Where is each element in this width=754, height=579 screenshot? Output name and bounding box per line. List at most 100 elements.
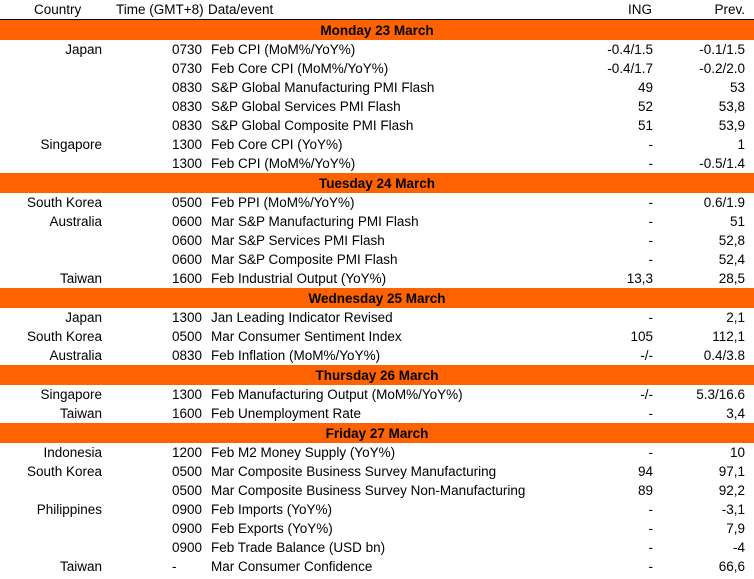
- day-header: Thursday 26 March: [0, 365, 754, 385]
- table-row: Taiwan 1600 Feb Industrial Output (YoY%) 13…: [0, 269, 754, 288]
- time-cell: 0600: [172, 252, 203, 267]
- time-cell: 1600: [172, 406, 203, 421]
- day-header: Monday 23 March: [0, 20, 754, 40]
- country-cell: Japan: [65, 310, 102, 325]
- time-cell: 1300: [172, 156, 203, 171]
- event-cell: Feb Industrial Output (YoY%): [211, 271, 387, 286]
- ing-forecast-cell: -: [648, 310, 654, 325]
- country-cell: Singapore: [40, 387, 102, 402]
- table-row: Australia 0600 Mar S&P Manufacturing PMI F…: [0, 212, 754, 231]
- country-cell: Taiwan: [59, 271, 102, 286]
- ing-forecast-cell: -: [648, 214, 654, 229]
- table-row: 0600 Mar S&P Composite PMI Flash - 52,4: [0, 250, 754, 269]
- ing-forecast-cell: -: [648, 195, 654, 210]
- event-cell: Feb Exports (YoY%): [211, 521, 333, 536]
- event-cell: S&P Global Composite PMI Flash: [211, 118, 414, 133]
- event-cell: S&P Global Manufacturing PMI Flash: [211, 80, 435, 95]
- previous-value-cell: -3,1: [721, 502, 745, 517]
- event-cell: Mar Consumer Confidence: [211, 559, 373, 574]
- event-cell: Feb Inflation (MoM%/YoY%): [211, 348, 381, 363]
- ing-forecast-cell: -: [648, 559, 654, 574]
- previous-value-cell: -0.1/1.5: [699, 42, 745, 57]
- country-cell: Taiwan: [59, 559, 102, 574]
- country-cell: South Korea: [26, 195, 102, 210]
- table-row: 0900 Feb Trade Balance (USD bn) - -4: [0, 538, 754, 557]
- time-cell: 0900: [172, 521, 203, 536]
- time-cell: 0900: [172, 540, 203, 555]
- day-header: Wednesday 25 March: [0, 288, 754, 308]
- table-row: Philippines 0900 Feb Imports (YoY%) - -3,1: [0, 500, 754, 519]
- table-row: South Korea 0500 Feb PPI (MoM%/YoY%) - 0.6/1…: [0, 193, 754, 212]
- table-row: 0830 S&P Global Composite PMI Flash 51 53,9: [0, 116, 754, 135]
- country-cell: South Korea: [26, 329, 102, 344]
- previous-value-cell: 1: [737, 137, 745, 152]
- table-row: Singapore 1300 Feb Manufacturing Output (M…: [0, 385, 754, 404]
- table-row: Japan 0730 Feb CPI (MoM%/YoY%) -0.4/1.5 -0.1…: [0, 40, 754, 59]
- time-cell: 1300: [172, 387, 203, 402]
- event-cell: Mar Composite Business Survey Manufactur…: [211, 464, 497, 479]
- table-row: 0730 Feb Core CPI (MoM%/YoY%) -0.4/1.7 -0.2…: [0, 59, 754, 78]
- event-cell: Feb CPI (MoM%/YoY%): [211, 156, 356, 171]
- ing-forecast-cell: -: [648, 156, 654, 171]
- country-cell: South Korea: [26, 464, 102, 479]
- table-body: Monday 23 March Japan 0730 Feb CPI (MoM%/Yo…: [0, 20, 754, 576]
- previous-value-cell: -0.5/1.4: [699, 156, 745, 171]
- event-cell: Feb Manufacturing Output (MoM%/YoY%): [211, 387, 463, 402]
- previous-value-cell: 5.3/16.6: [696, 387, 745, 402]
- table-row: Indonesia 1200 Feb M2 Money Supply (YoY%) -…: [0, 443, 754, 462]
- previous-value-cell: 3,4: [726, 406, 745, 421]
- ing-forecast-cell: 51: [637, 118, 653, 133]
- table-row: 0830 S&P Global Manufacturing PMI Flash 49…: [0, 78, 754, 97]
- time-cell: 0500: [172, 195, 203, 210]
- ing-forecast-cell: 89: [637, 483, 653, 498]
- ing-forecast-cell: 105: [630, 329, 653, 344]
- ing-forecast-cell: -: [648, 233, 654, 248]
- event-cell: Feb Unemployment Rate: [211, 406, 362, 421]
- event-cell: Feb Trade Balance (USD bn): [211, 540, 386, 555]
- table-row: Taiwan - Mar Consumer Confidence - 66,6: [0, 557, 754, 576]
- ing-forecast-cell: -0.4/1.5: [607, 42, 653, 57]
- event-cell: Mar S&P Composite PMI Flash: [211, 252, 398, 267]
- table-row: South Korea 0500 Mar Consumer Sentiment In…: [0, 327, 754, 346]
- ing-forecast-cell: -: [648, 502, 654, 517]
- previous-value-cell: 10: [729, 445, 745, 460]
- time-cell: 0900: [172, 502, 203, 517]
- previous-value-cell: 7,9: [726, 521, 745, 536]
- time-cell: 0500: [172, 464, 203, 479]
- previous-value-cell: 0.6/1.9: [703, 195, 745, 210]
- time-cell: 0830: [172, 99, 203, 114]
- event-cell: Feb CPI (MoM%/YoY%): [211, 42, 356, 57]
- previous-value-cell: 28,5: [718, 271, 745, 286]
- previous-value-cell: 66,6: [718, 559, 745, 574]
- previous-value-cell: 112,1: [712, 329, 745, 344]
- ing-forecast-cell: -: [648, 137, 654, 152]
- ing-forecast-cell: 94: [637, 464, 653, 479]
- time-cell: 0500: [172, 329, 203, 344]
- ing-forecast-cell: -0.4/1.7: [607, 61, 653, 76]
- table-row: Taiwan 1600 Feb Unemployment Rate - 3,4: [0, 404, 754, 423]
- event-cell: Mar S&P Manufacturing PMI Flash: [211, 214, 419, 229]
- ing-forecast-cell: -: [648, 406, 654, 421]
- table-row: Japan 1300 Jan Leading Indicator Revised - 2…: [0, 308, 754, 327]
- country-cell: Philippines: [36, 502, 102, 517]
- table-row: 1300 Feb CPI (MoM%/YoY%) - -0.5/1.4: [0, 154, 754, 173]
- table-row: 0500 Mar Composite Business Survey Non-Ma…: [0, 481, 754, 500]
- time-cell: 0730: [172, 42, 203, 57]
- time-cell: 0600: [172, 214, 203, 229]
- event-cell: Mar Consumer Sentiment Index: [211, 329, 402, 344]
- table-row: 0600 Mar S&P Services PMI Flash - 52,8: [0, 231, 754, 250]
- ing-forecast-cell: -/-: [640, 387, 653, 402]
- header-event: Data/event: [208, 2, 274, 17]
- ing-forecast-cell: -/-: [640, 348, 653, 363]
- previous-value-cell: 92,2: [718, 483, 745, 498]
- header-time: Time (GMT+8): [116, 2, 204, 17]
- country-cell: Australia: [49, 348, 102, 363]
- ing-forecast-cell: -: [648, 540, 654, 555]
- previous-value-cell: 0.4/3.8: [703, 348, 745, 363]
- ing-forecast-cell: 13,3: [626, 271, 653, 286]
- event-cell: Feb Imports (YoY%): [211, 502, 333, 517]
- time-cell: 0830: [172, 80, 203, 95]
- table-row: Australia 0830 Feb Inflation (MoM%/YoY%) -/…: [0, 346, 754, 365]
- time-cell: 0830: [172, 348, 203, 363]
